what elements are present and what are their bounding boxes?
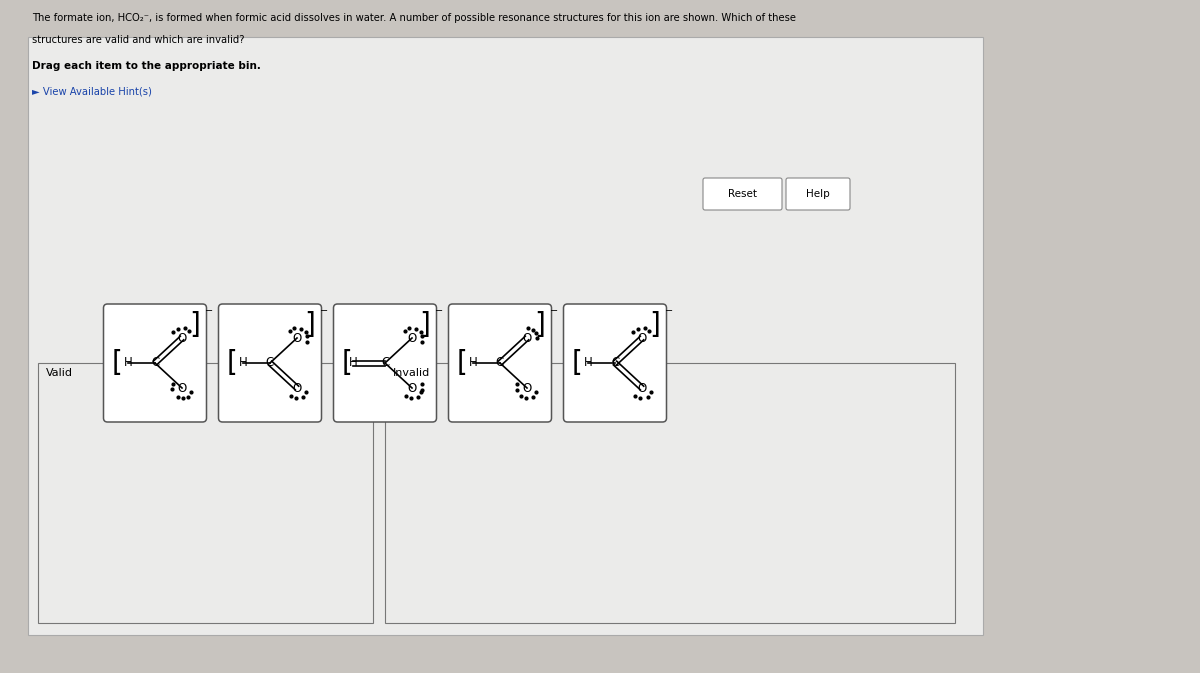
Text: O: O [522, 332, 532, 345]
FancyBboxPatch shape [786, 178, 850, 210]
Text: Reset: Reset [728, 189, 757, 199]
Text: O: O [637, 332, 647, 345]
Text: ► View Available Hint(s): ► View Available Hint(s) [32, 86, 152, 96]
Text: C: C [266, 357, 274, 369]
Text: O: O [178, 332, 187, 345]
FancyBboxPatch shape [28, 37, 983, 635]
FancyBboxPatch shape [38, 363, 373, 623]
Text: ]: ] [305, 311, 316, 339]
Text: Valid: Valid [46, 368, 73, 378]
Text: [: [ [456, 349, 467, 377]
Text: O: O [407, 382, 416, 394]
Text: [: [ [227, 349, 238, 377]
Text: ]: ] [420, 311, 431, 339]
Text: H: H [583, 357, 593, 369]
FancyBboxPatch shape [218, 304, 322, 422]
Text: −: − [434, 306, 443, 316]
Text: −: − [204, 306, 212, 316]
Text: structures are valid and which are invalid?: structures are valid and which are inval… [32, 35, 245, 45]
Text: O: O [637, 382, 647, 394]
Text: C: C [611, 357, 619, 369]
Text: [: [ [112, 349, 122, 377]
Text: H: H [469, 357, 478, 369]
Text: O: O [293, 382, 301, 394]
Text: −: − [550, 306, 558, 316]
Text: [: [ [571, 349, 582, 377]
Text: O: O [522, 382, 532, 394]
Text: C: C [496, 357, 504, 369]
Text: −: − [665, 306, 673, 316]
FancyBboxPatch shape [334, 304, 437, 422]
Text: O: O [293, 332, 301, 345]
Text: [: [ [342, 349, 353, 377]
Text: Drag each item to the appropriate bin.: Drag each item to the appropriate bin. [32, 61, 260, 71]
Text: Invalid: Invalid [394, 368, 431, 378]
Text: O: O [178, 382, 187, 394]
Text: H: H [124, 357, 132, 369]
Text: H: H [349, 357, 358, 369]
Text: H: H [239, 357, 247, 369]
Text: The formate ion, HCO₂⁻, is formed when formic acid dissolves in water. A number : The formate ion, HCO₂⁻, is formed when f… [32, 13, 796, 23]
FancyBboxPatch shape [385, 363, 955, 623]
Text: ]: ] [190, 311, 200, 339]
FancyBboxPatch shape [103, 304, 206, 422]
FancyBboxPatch shape [564, 304, 666, 422]
FancyBboxPatch shape [449, 304, 552, 422]
Text: O: O [407, 332, 416, 345]
Text: C: C [151, 357, 160, 369]
Text: ]: ] [535, 311, 546, 339]
Text: −: − [319, 306, 328, 316]
Text: Help: Help [806, 189, 830, 199]
Text: ]: ] [649, 311, 660, 339]
FancyBboxPatch shape [703, 178, 782, 210]
Text: C: C [380, 357, 389, 369]
